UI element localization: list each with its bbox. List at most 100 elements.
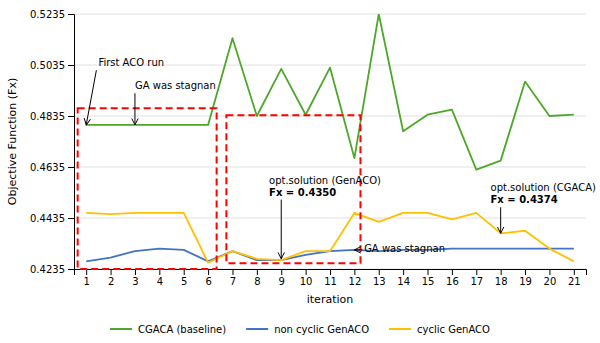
x-tick-mark xyxy=(574,269,575,275)
x-tick: 4 xyxy=(157,269,163,287)
legend-swatch xyxy=(389,328,411,330)
highlight-box xyxy=(78,108,217,269)
annotation-text: opt.solution (GenACO)Fx = 0.4350 xyxy=(269,175,381,198)
x-tick-label: 21 xyxy=(568,276,581,287)
grid-line xyxy=(74,218,586,219)
x-tick-mark xyxy=(354,269,355,275)
grid-line xyxy=(74,14,586,15)
x-tick-mark xyxy=(232,269,233,275)
x-axis-title: iteration xyxy=(307,293,353,306)
annotation-arrow xyxy=(354,249,362,250)
annotation-arrow xyxy=(281,200,282,259)
x-tick-label: 9 xyxy=(279,276,285,287)
x-tick: 10 xyxy=(300,269,313,287)
x-tick-mark xyxy=(452,269,453,275)
legend-label: CGACA (baseline) xyxy=(138,324,226,335)
x-tick-label: 18 xyxy=(495,276,508,287)
y-tick-label: 0.4235 xyxy=(30,264,65,275)
x-tick-mark xyxy=(330,269,331,275)
legend-label: non cyclic GenACO xyxy=(274,324,369,335)
annotations: First ACO run GA was stagnan opt.solution … xyxy=(86,57,596,259)
x-tick-label: 13 xyxy=(373,276,386,287)
annotation-line: Fx = 0.4374 xyxy=(491,194,558,205)
legend-swatch xyxy=(246,328,268,330)
x-tick-label: 4 xyxy=(157,276,163,287)
x-tick-mark xyxy=(501,269,502,275)
x-tick: 15 xyxy=(422,269,435,287)
y-tick: 0.5035 xyxy=(30,60,74,71)
y-tick-mark xyxy=(68,116,74,117)
y-tick: 0.4835 xyxy=(30,111,74,122)
y-tick-label: 0.5035 xyxy=(30,60,65,71)
x-tick: 17 xyxy=(470,269,483,287)
annotation-arrow xyxy=(86,70,96,125)
chart: 1234567891011121314151617181920210.42350… xyxy=(0,0,600,343)
grid-line xyxy=(74,167,586,168)
x-tick: 18 xyxy=(495,269,508,287)
y-tick: 0.4435 xyxy=(30,213,74,224)
y-tick: 0.5235 xyxy=(30,9,74,20)
x-tick-label: 16 xyxy=(446,276,459,287)
y-tick-mark xyxy=(68,218,74,219)
plot-area xyxy=(86,14,574,263)
y-tick-mark xyxy=(68,65,74,66)
x-tick: 13 xyxy=(373,269,386,287)
x-tick: 20 xyxy=(544,269,557,287)
x-tick-label: 14 xyxy=(397,276,410,287)
x-tick-label: 15 xyxy=(422,276,435,287)
x-tick: 2 xyxy=(108,269,114,287)
highlight-box xyxy=(226,115,360,263)
x-tick-label: 19 xyxy=(519,276,532,287)
x-tick: 8 xyxy=(254,269,260,287)
x-tick-label: 12 xyxy=(349,276,362,287)
x-tick: 6 xyxy=(205,269,211,287)
legend-swatch xyxy=(110,328,132,330)
annotation-arrow xyxy=(134,93,135,125)
y-axis-title: Objective Function (Fx) xyxy=(6,78,19,205)
x-tick: 11 xyxy=(324,269,337,287)
annotation-line: GA was stagnan xyxy=(135,80,216,91)
x-tick-label: 3 xyxy=(132,276,138,287)
x-tick: 21 xyxy=(568,269,581,287)
x-tick-label: 6 xyxy=(205,276,211,287)
y-tick-label: 0.5235 xyxy=(30,9,65,20)
x-tick-label: 10 xyxy=(300,276,313,287)
annotation-line: opt.solution (CGACA) xyxy=(491,182,596,193)
annotation-text: GA was stagnan xyxy=(135,80,216,91)
x-tick: 7 xyxy=(230,269,236,287)
y-tick-label: 0.4635 xyxy=(30,162,65,173)
legend-item: non cyclic GenACO xyxy=(246,324,369,335)
legend-item: cyclic GenACO xyxy=(389,324,490,335)
x-tick: 9 xyxy=(279,269,285,287)
y-axis-line xyxy=(68,15,75,270)
x-tick: 19 xyxy=(519,269,532,287)
x-tick-mark xyxy=(111,269,112,275)
x-tick-label: 11 xyxy=(324,276,337,287)
y-tick-label: 0.4435 xyxy=(30,213,65,224)
y-tick-mark xyxy=(68,167,74,168)
annotation-text: GA was stagnan xyxy=(364,243,445,254)
x-tick-label: 7 xyxy=(230,276,236,287)
x-tick-mark xyxy=(549,269,550,275)
legend: CGACA (baseline) non cyclic GenACO cyclic … xyxy=(110,324,490,335)
grid xyxy=(74,14,586,269)
annotation-line: First ACO run xyxy=(98,57,164,68)
x-tick-mark xyxy=(403,269,404,275)
y-tick-mark xyxy=(68,269,74,270)
x-tick-mark xyxy=(428,269,429,275)
y-axis: 0.4235 0.4435 0.4635 0.4835 0.5035 0.5235 xyxy=(30,9,75,275)
annotation-line: opt.solution (GenACO) xyxy=(269,175,381,186)
x-tick-label: 2 xyxy=(108,276,114,287)
x-tick-label: 1 xyxy=(84,276,90,287)
legend-item: CGACA (baseline) xyxy=(110,324,226,335)
x-axis: 123456789101112131415161718192021 xyxy=(75,269,587,287)
x-tick-label: 8 xyxy=(254,276,260,287)
x-tick-mark xyxy=(306,269,307,275)
x-tick: 16 xyxy=(446,269,459,287)
x-tick: 14 xyxy=(397,269,410,287)
x-tick: 3 xyxy=(132,269,138,287)
annotation-arrow xyxy=(500,207,501,233)
x-tick-mark xyxy=(379,269,380,275)
highlight-boxes xyxy=(78,108,361,269)
x-tick-mark xyxy=(257,269,258,275)
